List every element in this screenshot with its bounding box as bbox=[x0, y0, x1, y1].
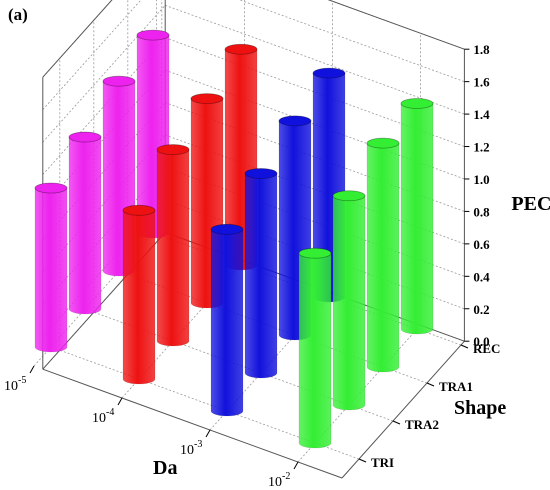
z-tick-label: 0.2 bbox=[473, 302, 489, 317]
da-tick-label: 10-4 bbox=[92, 407, 114, 426]
z-tick-label: 1.0 bbox=[473, 172, 489, 187]
bar bbox=[68, 131, 102, 315]
bar bbox=[244, 168, 278, 379]
panel-label: (a) bbox=[8, 5, 28, 24]
da-tick-label: 10-3 bbox=[180, 439, 202, 458]
da-tick-mark bbox=[293, 461, 299, 470]
label-layer: 0.0 0.2 0.4 0.6 0.8 1.0 1.2 1.4 1.6 1.8 PEC 10-2 10-… bbox=[4, 42, 550, 490]
axis-frame-line bbox=[327, 0, 465, 50]
axis-frame-line bbox=[42, 368, 343, 479]
axis-frame-line bbox=[341, 340, 465, 479]
da-tick-mark bbox=[29, 365, 35, 374]
axis-frame-line bbox=[42, 0, 113, 78]
bar-layer bbox=[34, 29, 434, 449]
z-tick-label: 1.6 bbox=[473, 75, 490, 90]
bar bbox=[156, 144, 190, 347]
shape-tick-label: TRI bbox=[371, 455, 394, 470]
grid-line bbox=[42, 5, 166, 143]
grid-line bbox=[327, 0, 465, 50]
shape-tick-mark bbox=[358, 458, 367, 463]
shape-tick-mark bbox=[460, 344, 469, 349]
bar bbox=[34, 182, 68, 353]
bar bbox=[122, 204, 156, 385]
grid-line bbox=[297, 324, 421, 463]
bar bbox=[210, 223, 244, 417]
da-tick-label: 10-5 bbox=[4, 375, 26, 394]
z-tick-label: 1.8 bbox=[473, 42, 490, 57]
da-tick-mark bbox=[205, 429, 211, 438]
shape-tick-mark bbox=[392, 420, 401, 425]
shape-tick-label: REC bbox=[473, 341, 500, 356]
z-tick-label: 0.6 bbox=[473, 237, 490, 252]
shape-tick-label: TRA1 bbox=[439, 379, 473, 394]
bar bbox=[298, 247, 332, 449]
z-tick-label: 0.8 bbox=[473, 204, 490, 219]
z-tick-label: 0.0 bbox=[473, 334, 489, 349]
da-axis-title: Da bbox=[153, 457, 177, 479]
shape-axis-title: Shape bbox=[454, 397, 506, 419]
grid-line bbox=[238, 0, 465, 83]
z-axis-title: PEC bbox=[511, 193, 550, 215]
z-tick-label: 1.2 bbox=[473, 140, 489, 155]
grid-line bbox=[165, 4, 465, 115]
da-tick-mark bbox=[117, 397, 123, 406]
z-tick-label: 0.4 bbox=[473, 269, 490, 284]
bar bbox=[332, 190, 366, 411]
bar bbox=[400, 98, 434, 335]
shape-tick-mark bbox=[426, 382, 435, 387]
bar bbox=[366, 137, 400, 373]
da-tick-label: 10-2 bbox=[268, 471, 290, 490]
z-tick-label: 1.4 bbox=[473, 107, 490, 122]
shape-tick-label: TRA2 bbox=[405, 417, 439, 432]
